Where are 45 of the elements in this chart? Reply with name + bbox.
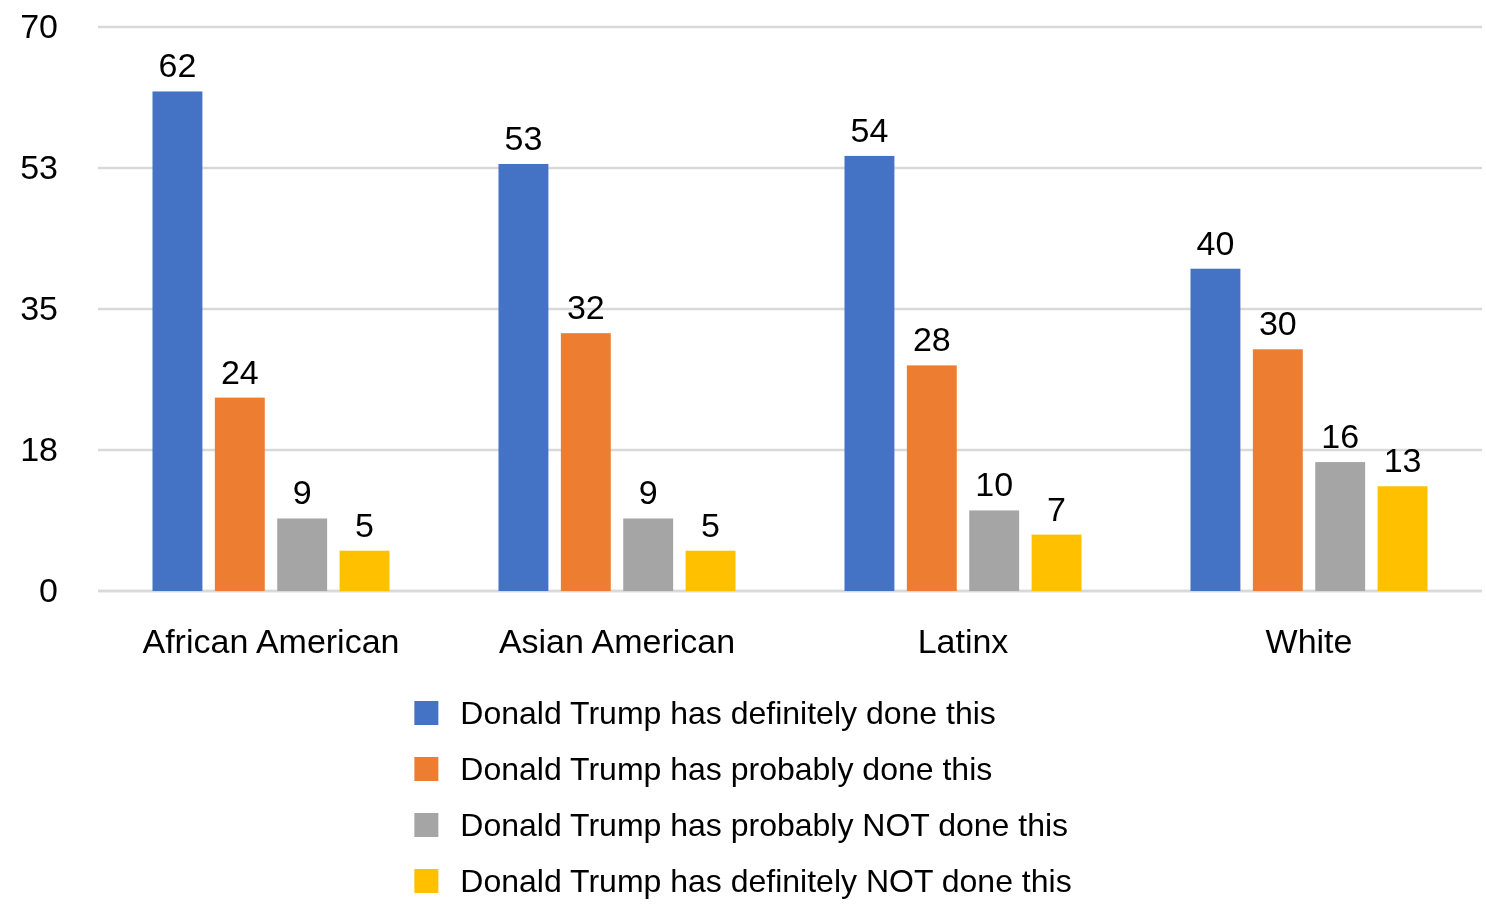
legend-label: Donald Trump has probably NOT done this [460, 807, 1069, 844]
data-label: 53 [504, 118, 543, 157]
x-tick-label: African American [142, 622, 400, 661]
y-tick-label: 35 [20, 289, 58, 328]
bar [339, 550, 390, 591]
data-label: 13 [1383, 441, 1422, 480]
data-label: 28 [912, 320, 951, 359]
bar [498, 163, 549, 591]
bar [1031, 534, 1082, 591]
data-label: 5 [701, 505, 721, 544]
data-label: 32 [566, 288, 605, 327]
bar [685, 550, 736, 591]
data-label: 40 [1196, 223, 1235, 262]
y-tick-label: 53 [20, 148, 58, 187]
bar [214, 397, 265, 591]
data-label: 30 [1258, 304, 1297, 343]
y-tick-label: 18 [20, 430, 58, 469]
x-tick-label: Latinx [917, 622, 1009, 661]
data-label: 16 [1321, 417, 1360, 456]
data-label: 5 [355, 505, 375, 544]
data-label: 24 [220, 352, 259, 391]
data-label: 10 [975, 465, 1014, 504]
bar [1377, 486, 1428, 591]
x-tick-label: White [1265, 622, 1353, 661]
bar [1190, 268, 1241, 591]
bar [277, 518, 328, 591]
y-tick-label: 0 [39, 571, 58, 610]
bar [152, 91, 203, 591]
data-label: 62 [158, 46, 197, 85]
bar [844, 155, 895, 591]
bar [1252, 349, 1303, 591]
bar [1315, 462, 1366, 591]
data-label: 9 [638, 473, 658, 512]
legend-label: Donald Trump has definitely done this [460, 695, 996, 732]
data-label: 7 [1047, 489, 1067, 528]
legend-label: Donald Trump has probably done this [460, 751, 993, 788]
legend-label: Donald Trump has definitely NOT done this [460, 863, 1072, 900]
data-label: 54 [850, 110, 889, 149]
x-tick-label: Asian American [498, 622, 736, 661]
bar [623, 518, 674, 591]
bar [969, 510, 1020, 591]
bar [906, 365, 957, 591]
y-tick-label: 70 [20, 7, 58, 46]
data-label: 9 [292, 473, 312, 512]
bar [560, 333, 611, 591]
